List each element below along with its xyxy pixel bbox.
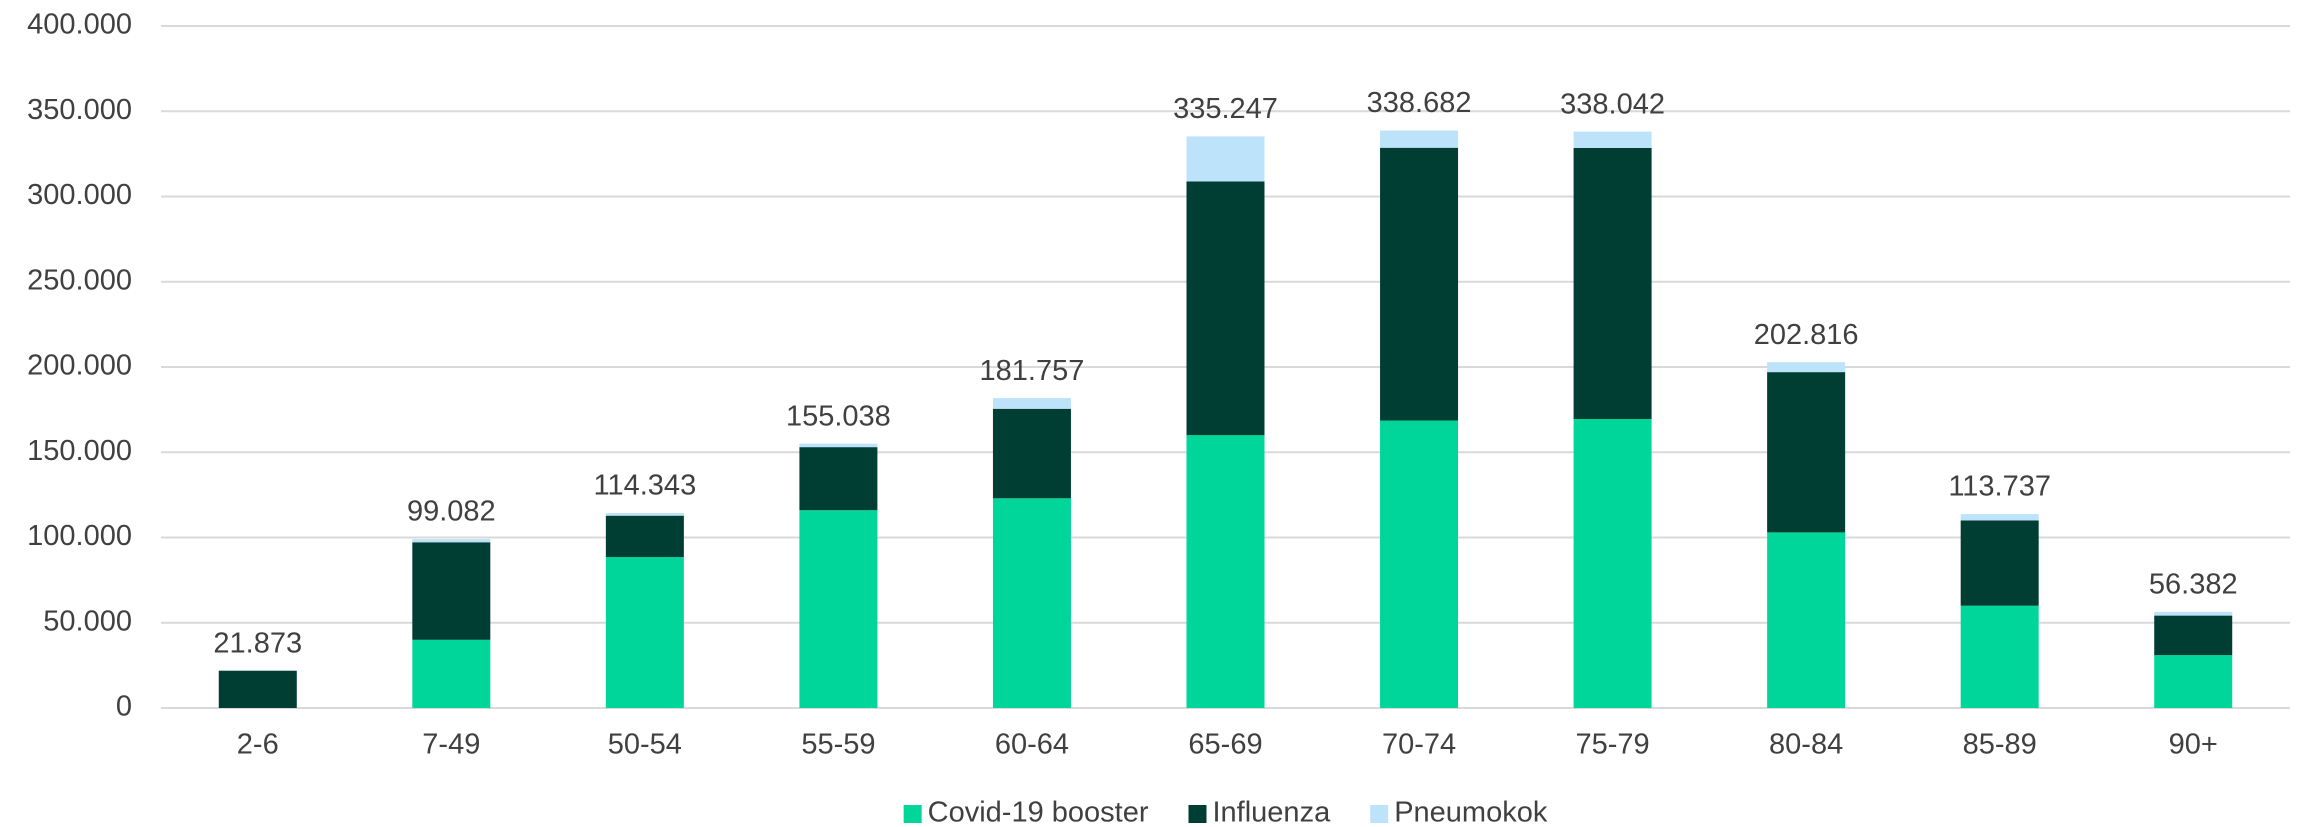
x-tick-label: 2-6 xyxy=(237,729,279,761)
bar-segment xyxy=(1380,130,1459,148)
y-tick-label: 100.000 xyxy=(27,520,132,552)
x-tick-label: 60-64 xyxy=(995,729,1069,761)
bar-segment xyxy=(1960,605,2039,708)
bar-segment xyxy=(412,639,491,708)
x-tick-label: 65-69 xyxy=(1188,729,1262,761)
bar-segment xyxy=(1573,131,1652,148)
bar-segment xyxy=(1960,514,2039,521)
total-label: 21.873 xyxy=(213,627,302,659)
total-label: 202.816 xyxy=(1754,319,1859,351)
legend-label: Influenza xyxy=(1212,797,1331,827)
bar-segment xyxy=(799,443,878,448)
x-tick-label: 85-89 xyxy=(1963,729,2037,761)
bar-segment xyxy=(992,398,1071,409)
legend-label: Covid-19 booster xyxy=(928,797,1149,827)
total-label: 181.757 xyxy=(980,355,1085,387)
bar-segment xyxy=(1767,372,1846,533)
x-tick-label: 75-79 xyxy=(1576,729,1650,761)
total-label: 56.382 xyxy=(2149,569,2238,601)
y-tick-label: 400.000 xyxy=(27,9,132,41)
bar-segment xyxy=(1767,362,1846,373)
bar-segment xyxy=(1573,419,1652,708)
bar-segment xyxy=(1767,532,1846,708)
legend-swatch xyxy=(903,805,922,823)
bar-segment xyxy=(1186,435,1265,708)
bar-segment xyxy=(992,498,1071,708)
bar-segment xyxy=(605,557,684,708)
x-tick-label: 70-74 xyxy=(1382,729,1456,761)
y-tick-label: 250.000 xyxy=(27,264,132,296)
bar-segment xyxy=(1380,420,1459,708)
total-label: 114.343 xyxy=(594,470,697,502)
total-label: 338.042 xyxy=(1560,88,1665,120)
y-tick-label: 0 xyxy=(116,691,132,723)
y-tick-label: 150.000 xyxy=(27,435,132,467)
legend-label: Pneumokok xyxy=(1394,797,1548,827)
legend: Covid-19 booster Influenza Pneumokok xyxy=(903,797,1548,827)
bar-segment xyxy=(412,542,491,640)
x-tick-label: 7-49 xyxy=(422,729,480,761)
total-label: 99.082 xyxy=(407,496,496,528)
x-tick-label: 80-84 xyxy=(1769,729,1843,761)
bar-segment xyxy=(218,670,297,708)
total-label: 338.682 xyxy=(1367,87,1472,119)
y-tick-label: 350.000 xyxy=(27,94,132,126)
bar-segment xyxy=(799,447,878,511)
total-label: 155.038 xyxy=(786,400,891,432)
total-label: 335.247 xyxy=(1173,93,1278,125)
x-tick-label: 90+ xyxy=(2169,729,2218,761)
bar-segment xyxy=(1186,136,1265,182)
y-tick-label: 50.000 xyxy=(43,605,132,637)
bar-segment xyxy=(1573,147,1652,420)
y-tick-label: 200.000 xyxy=(27,350,132,382)
y-tick-label: 300.000 xyxy=(27,179,132,211)
bar-segment xyxy=(1186,181,1265,436)
x-tick-label: 50-54 xyxy=(608,729,682,761)
legend-swatch xyxy=(1370,805,1389,823)
x-tick-label: 55-59 xyxy=(801,729,875,761)
bar-segment xyxy=(605,513,684,516)
bar-segment xyxy=(992,408,1071,499)
bar-segment xyxy=(2154,655,2233,708)
bar-segment xyxy=(2154,611,2233,616)
legend-swatch xyxy=(1188,805,1207,823)
bar-segment xyxy=(605,515,684,558)
bar-segment xyxy=(412,539,491,543)
total-label: 113.737 xyxy=(1948,471,2051,503)
bar-segment xyxy=(2154,615,2233,656)
bar-segment xyxy=(1960,520,2039,606)
bar-segment xyxy=(1380,147,1459,421)
bar-segment xyxy=(799,510,878,708)
